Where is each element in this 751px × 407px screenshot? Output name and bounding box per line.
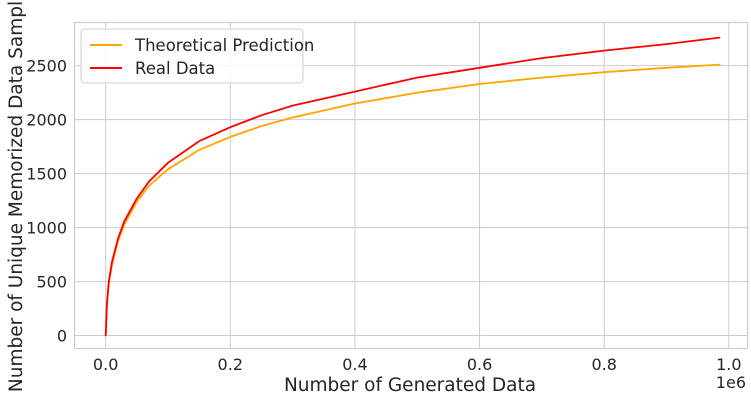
x-tick-label: 0.4: [342, 355, 367, 374]
x-tick-label: 1.0: [716, 355, 741, 374]
y-tick-label: 1000: [26, 219, 67, 238]
x-axis-offset-text: 1e6: [716, 373, 746, 392]
plot-frame: [73, 21, 749, 350]
x-tick-label: 0.0: [93, 355, 118, 374]
tick-labels: 0.0 0.2 0.4 0.6 0.8 1.0 0 500 1000 1500 2000 2500: [26, 57, 741, 374]
y-tick-label: 2500: [26, 57, 67, 76]
legend-label-real: Real Data: [135, 59, 215, 78]
series-line-theoretical: [104, 63, 721, 337]
series-lines: [104, 36, 721, 337]
y-axis-label: Number of Unique Memorized Data Samples: [6, 0, 27, 392]
x-tick-label: 0.8: [591, 355, 616, 374]
x-tick-label: 0.2: [218, 355, 243, 374]
legend-box: [80, 28, 304, 84]
series-line-real: [104, 36, 721, 337]
y-tick-label: 500: [36, 273, 67, 292]
y-tick-label: 2000: [26, 111, 67, 130]
x-tick-label: 0.6: [467, 355, 492, 374]
x-axis-label: Number of Generated Data: [284, 375, 536, 396]
legend: Theoretical Prediction Real Data: [80, 28, 314, 84]
y-tick-label: 1500: [26, 165, 67, 184]
y-tick-label: 0: [57, 327, 67, 346]
legend-label-theoretical: Theoretical Prediction: [134, 36, 314, 55]
